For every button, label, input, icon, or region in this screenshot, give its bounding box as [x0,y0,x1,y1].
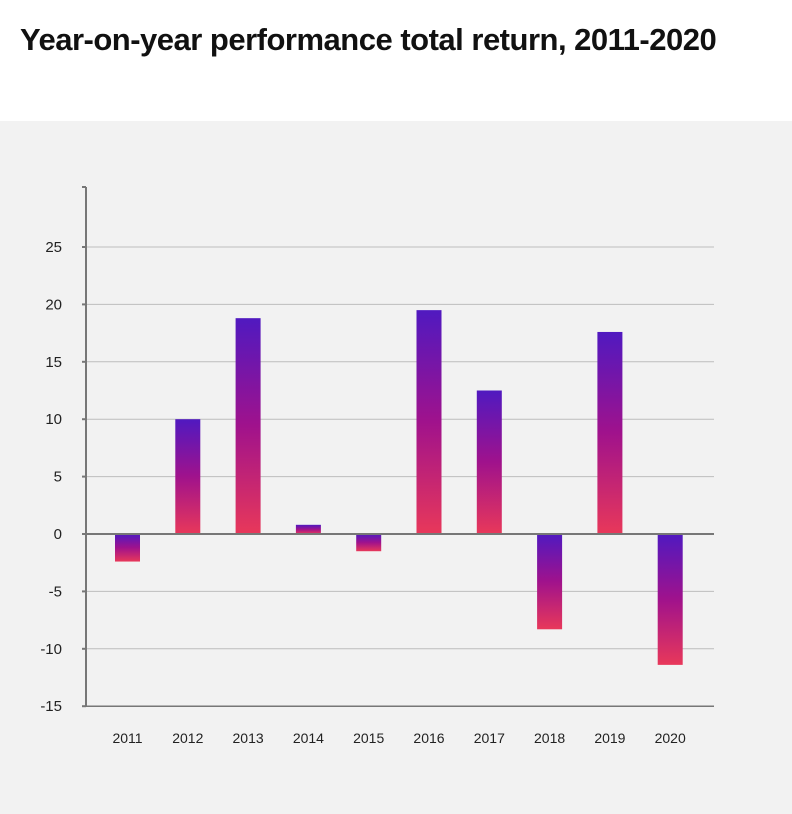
x-tick-label: 2015 [353,730,384,746]
bar-2017 [476,390,502,534]
chart-title: Year-on-year performance total return, 2… [20,22,717,57]
y-tick-label: -5 [49,583,62,600]
x-tick-label: 2020 [655,730,686,746]
bar-2015 [356,534,382,552]
y-tick-label: 10 [45,411,62,428]
y-tick-label: 5 [54,469,62,486]
bar-2020 [657,534,683,665]
bar-2013 [235,318,261,534]
y-tick-label: 15 [45,354,62,371]
y-tick-label: 20 [45,296,62,313]
y-tick-label: 25 [45,239,62,256]
x-tick-label: 2011 [112,730,142,746]
x-tick-label: 2019 [594,730,625,746]
bar-2012 [175,419,201,534]
bar-2018 [537,534,563,630]
x-tick-label: 2017 [474,730,505,746]
bar-2011 [115,534,140,562]
y-tick-label: -15 [40,698,62,715]
y-tick-label: -10 [40,641,62,658]
x-tick-label: 2018 [534,730,565,746]
x-tick-label: 2013 [233,730,264,746]
bar-2014 [295,524,321,534]
chart-panel [0,121,792,814]
x-tick-label: 2012 [172,730,203,746]
bar-2019 [597,331,623,534]
x-tick-label: 2014 [293,730,324,746]
x-tick-label: 2016 [413,730,444,746]
bar-2016 [416,310,442,534]
y-tick-label: 0 [54,526,62,543]
